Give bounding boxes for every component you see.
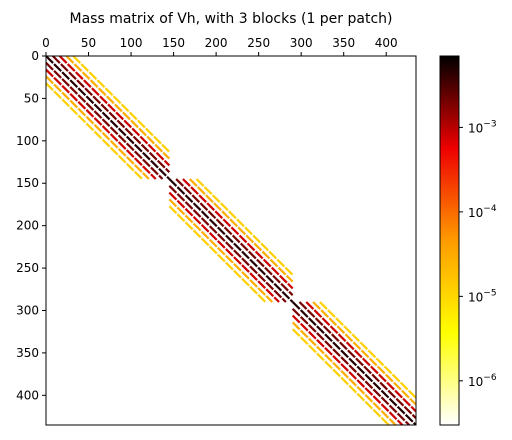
matrix-marks <box>46 56 416 425</box>
plot-frame <box>45 55 417 426</box>
matrix-band-1-3 <box>46 62 164 180</box>
x-tick-label: 150 <box>162 36 185 50</box>
y-tick-label: 100 <box>16 134 39 148</box>
y-tick-label: 250 <box>16 261 39 275</box>
colorbar-tick-label: 10−4 <box>468 204 497 220</box>
x-axis-top: 0 50 100 150 200 250 300 350 400 <box>42 36 398 56</box>
matrix-band-2-1 <box>168 178 294 303</box>
y-tick-label: 300 <box>16 303 39 317</box>
matrix-band-2-5 <box>168 191 280 303</box>
heatmap-plot <box>45 55 417 426</box>
matrix-band-2-6 <box>188 178 294 283</box>
y-tick-label: 0 <box>31 49 39 63</box>
matrix-band-3-4 <box>305 301 416 413</box>
chart-title: Mass matrix of Vh, with 3 blocks (1 per … <box>70 11 393 27</box>
x-tick-label: 400 <box>375 36 398 50</box>
matrix-band-2-7 <box>168 198 274 303</box>
matrix-band-1-1 <box>46 56 171 180</box>
x-tick-label: 50 <box>81 36 96 50</box>
colorbar-gradient <box>439 55 460 426</box>
y-axis-left: 0 50 100 150 200 250 300 350 400 <box>16 49 46 402</box>
x-tick-label: 350 <box>332 36 355 50</box>
matrix-band-1-5 <box>46 68 157 180</box>
matrix-band-1-2 <box>52 56 171 173</box>
matrix-band-3-2 <box>298 301 416 419</box>
colorbar-ticks: 10−6 10−5 10−4 10−3 <box>459 119 497 389</box>
y-tick-label: 150 <box>16 176 39 190</box>
x-tick-label: 250 <box>247 36 270 50</box>
matrix-band-3-7 <box>291 321 397 425</box>
matrix-band-1-6 <box>65 56 171 160</box>
x-tick-label: 0 <box>42 36 50 50</box>
y-tick-label: 50 <box>24 91 39 105</box>
colorbar-tick-label: 10−3 <box>468 119 497 135</box>
matrix-band-3-6 <box>312 301 416 406</box>
y-tick-label: 200 <box>16 219 39 233</box>
x-tick-label: 100 <box>120 36 143 50</box>
y-tick-label: 350 <box>16 346 39 360</box>
matrix-band-1-4 <box>58 56 171 167</box>
y-tick-label: 400 <box>16 388 39 402</box>
colorbar-tick-label: 10−6 <box>468 373 497 389</box>
matrix-band-2-4 <box>182 178 294 290</box>
matrix-band-2-3 <box>168 185 287 303</box>
matrix-band-3-3 <box>291 308 410 425</box>
colorbar: 10−6 10−5 10−4 10−3 <box>439 55 497 426</box>
x-tick-label: 300 <box>290 36 313 50</box>
matrix-band-3-1 <box>291 301 416 425</box>
matrix-band-1-7 <box>46 75 150 180</box>
colorbar-tick-label: 10−5 <box>468 288 497 304</box>
matrix-band-2-2 <box>175 178 294 296</box>
x-tick-label: 200 <box>205 36 228 50</box>
matrix-band-3-5 <box>291 314 404 425</box>
